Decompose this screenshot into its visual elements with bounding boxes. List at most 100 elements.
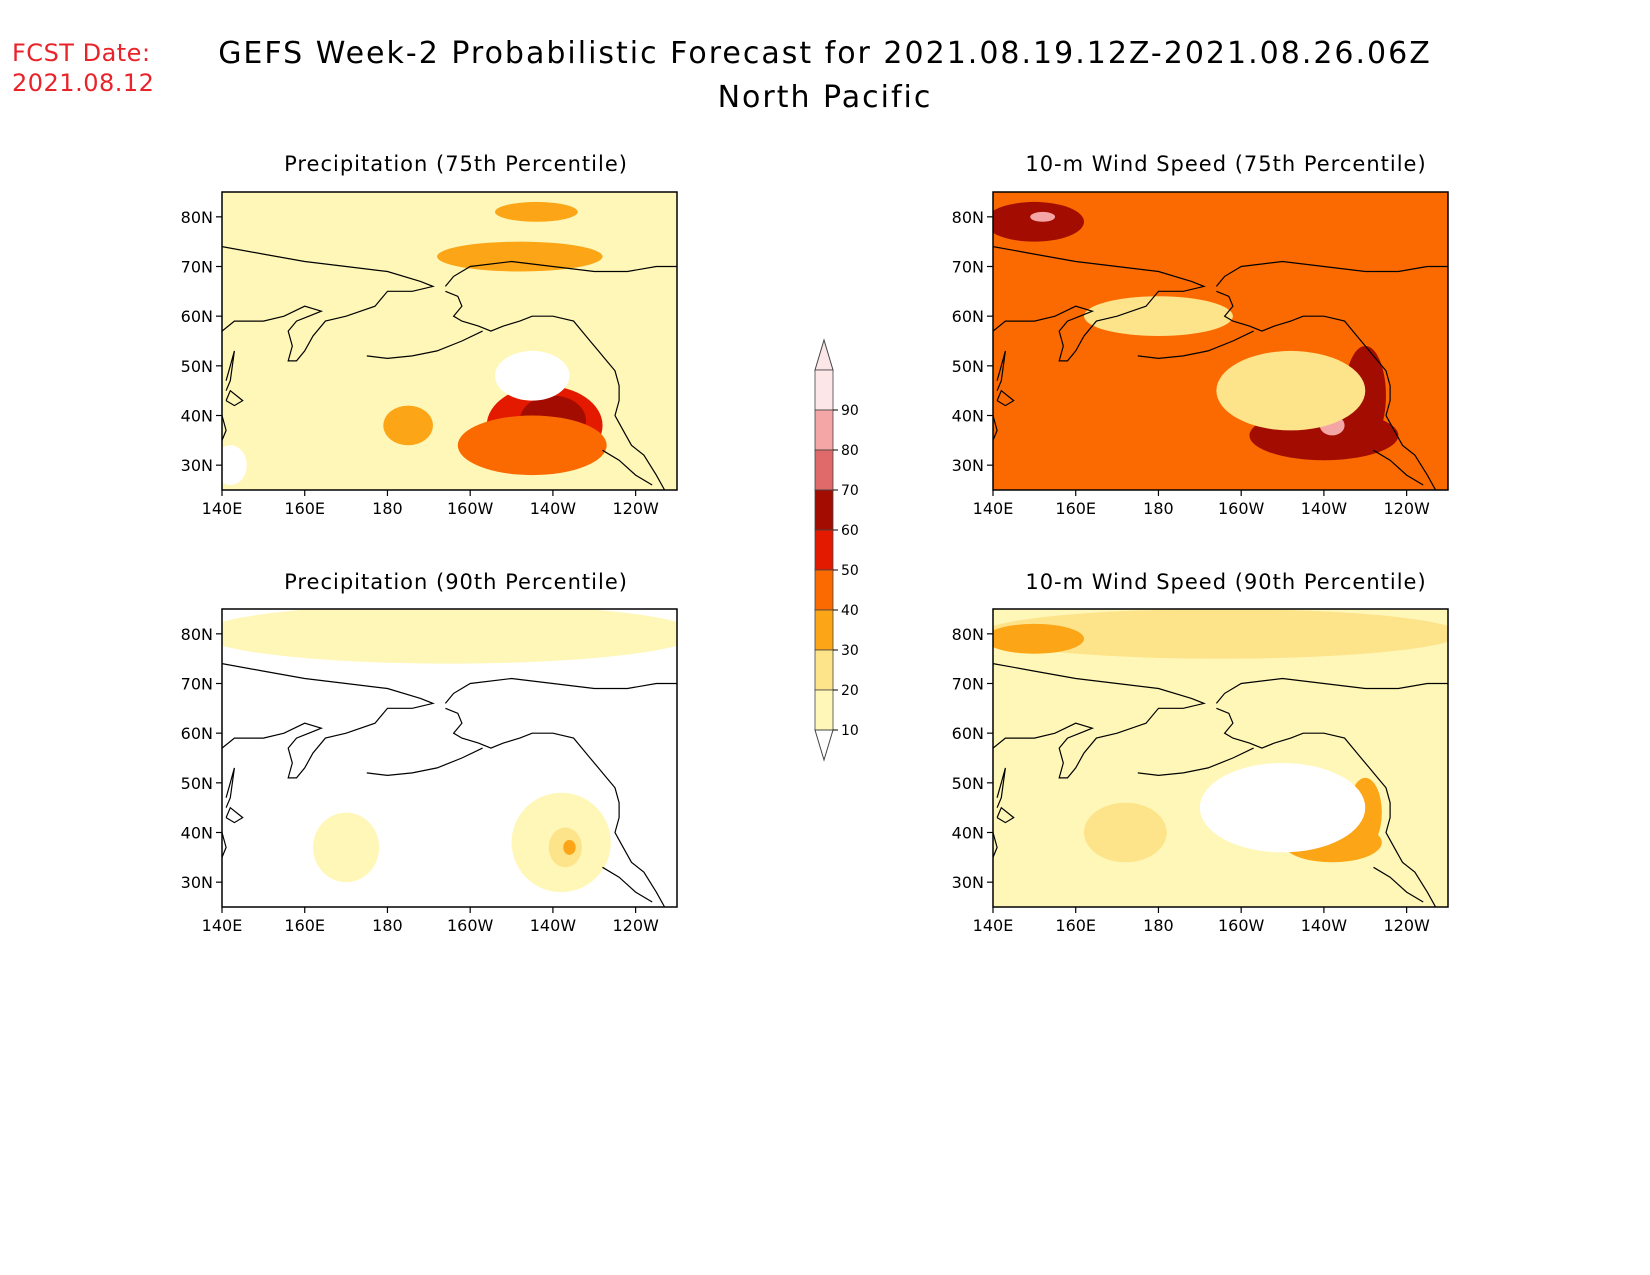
colorbar-label: 70: [841, 483, 859, 499]
x-tick-label: 160W: [447, 916, 494, 935]
colorbar-swatch: [814, 529, 834, 571]
panel-title-precip-90: Precipitation (90th Percentile): [284, 570, 628, 594]
probability-area-4: [1199, 762, 1366, 853]
y-tick-label: 70N: [952, 258, 984, 277]
coastline-6: [993, 415, 998, 442]
probability-area-6: [437, 241, 603, 272]
figure-title: GEFS Week-2 Probabilistic Forecast for 2…: [218, 36, 1432, 71]
colorbar-label: 50: [841, 563, 859, 579]
x-tick-label: 120W: [612, 499, 659, 518]
coastline-7: [602, 449, 653, 486]
y-tick-label: 50N: [952, 357, 984, 376]
x-tick-label: 160W: [1218, 916, 1265, 935]
colorbar-label: 90: [841, 403, 859, 419]
x-tick-label: 160W: [1218, 499, 1265, 518]
x-tick-label: 120W: [1383, 499, 1430, 518]
colorbar-swatch: [814, 369, 834, 411]
colorbar-swatch: [814, 689, 834, 731]
x-tick-label: 140W: [530, 499, 577, 518]
panel-title-precip-75: Precipitation (75th Percentile): [284, 152, 628, 176]
y-tick-label: 30N: [952, 456, 984, 475]
coastline-2: [445, 707, 666, 907]
probability-area-6: [1079, 390, 1196, 461]
y-tick-label: 30N: [181, 873, 213, 892]
fcst-date-value: 2021.08.12: [12, 69, 155, 97]
coastline-3: [366, 330, 483, 360]
coastline-5: [996, 389, 1015, 407]
x-tick-label: 180: [372, 916, 403, 935]
coastline-2: [1216, 707, 1437, 907]
x-tick-label: 140E: [202, 916, 243, 935]
probability-area-3: [457, 415, 607, 476]
x-tick-label: 140W: [530, 916, 577, 935]
y-tick-label: 60N: [952, 724, 984, 743]
colorbar-label: 20: [841, 683, 859, 699]
x-tick-label: 140W: [1301, 499, 1348, 518]
probability-area-0: [993, 201, 1084, 242]
probability-area-3: [563, 839, 576, 855]
map-wind-75: 140E 160E 180 160W 140W 120W 80N 70N 60N 50N 40N 30…: [952, 191, 1449, 518]
coastline-4: [225, 350, 235, 391]
probability-area-7: [383, 405, 433, 446]
colorbar-swatch: [814, 449, 834, 491]
y-tick-label: 40N: [181, 824, 213, 843]
coastline-6: [993, 832, 998, 859]
coastline-4: [225, 767, 235, 808]
figure-title-block: GEFS Week-2 Probabilistic Forecast for 2…: [200, 32, 1450, 120]
y-tick-label: 60N: [952, 307, 984, 326]
coastline-0: [993, 663, 1206, 779]
coastline-0: [993, 246, 1206, 362]
map-precip-75: 140E 160E 180 160W 140W 120W 80N 70N 60N 50N 40N 30…: [181, 191, 678, 518]
x-tick-label: 140E: [202, 499, 243, 518]
map-frame: [992, 191, 1449, 491]
x-tick-label: 160E: [1055, 499, 1096, 518]
colorbar-top-arrow: [814, 338, 834, 371]
colorbar-label: 40: [841, 603, 859, 619]
coastline-4: [996, 350, 1006, 391]
probability-area-4: [495, 350, 570, 401]
probability-area-0: [993, 609, 1448, 659]
colorbar-label: 30: [841, 643, 859, 659]
coastline-4: [996, 767, 1006, 808]
y-tick-label: 40N: [181, 407, 213, 426]
map-frame: [221, 608, 678, 908]
map-background: [993, 609, 1448, 907]
x-tick-label: 160E: [1055, 916, 1096, 935]
coastline-6: [222, 415, 227, 442]
y-tick-label: 50N: [181, 357, 213, 376]
y-tick-label: 30N: [181, 456, 213, 475]
y-tick-label: 50N: [181, 774, 213, 793]
y-tick-label: 80N: [181, 208, 213, 227]
y-tick-label: 50N: [952, 774, 984, 793]
coastline-1: [444, 260, 677, 287]
probability-area-5: [495, 201, 578, 222]
map-frame: [992, 608, 1449, 908]
x-tick-label: 160W: [447, 499, 494, 518]
x-tick-label: 160E: [284, 499, 325, 518]
color-legend: 90 80 70 60 50 40 30 20 10: [814, 338, 859, 762]
probability-area-1: [1030, 211, 1056, 222]
probability-area-5: [1216, 350, 1366, 431]
coastline-1: [1215, 677, 1448, 704]
probability-area-5: [1084, 802, 1167, 863]
coastline-5: [225, 389, 244, 407]
map-frame: [221, 191, 678, 491]
colorbar-swatch: [814, 649, 834, 691]
map-wind-90: 140E 160E 180 160W 140W 120W 80N 70N 60N 50N 40N 30…: [952, 608, 1449, 935]
probability-area-4: [313, 812, 380, 883]
map-background: [222, 192, 677, 490]
y-tick-label: 80N: [952, 625, 984, 644]
coastline-3: [366, 747, 483, 777]
coastline-0: [222, 246, 435, 362]
colorbar-bottom-arrow: [814, 729, 834, 762]
coastline-7: [602, 866, 653, 903]
colorbar-label: 80: [841, 443, 859, 459]
coastline-3: [1137, 747, 1254, 777]
y-tick-label: 70N: [181, 258, 213, 277]
y-tick-label: 30N: [952, 873, 984, 892]
colorbar-swatch: [814, 489, 834, 531]
probability-area-1: [993, 623, 1084, 654]
x-tick-label: 140E: [973, 916, 1014, 935]
fcst-date-block: FCST Date: 2021.08.12: [12, 38, 154, 98]
map-precip-90: 140E 160E 180 160W 140W 120W 80N 70N 60N 50N 40N 30…: [181, 608, 678, 935]
